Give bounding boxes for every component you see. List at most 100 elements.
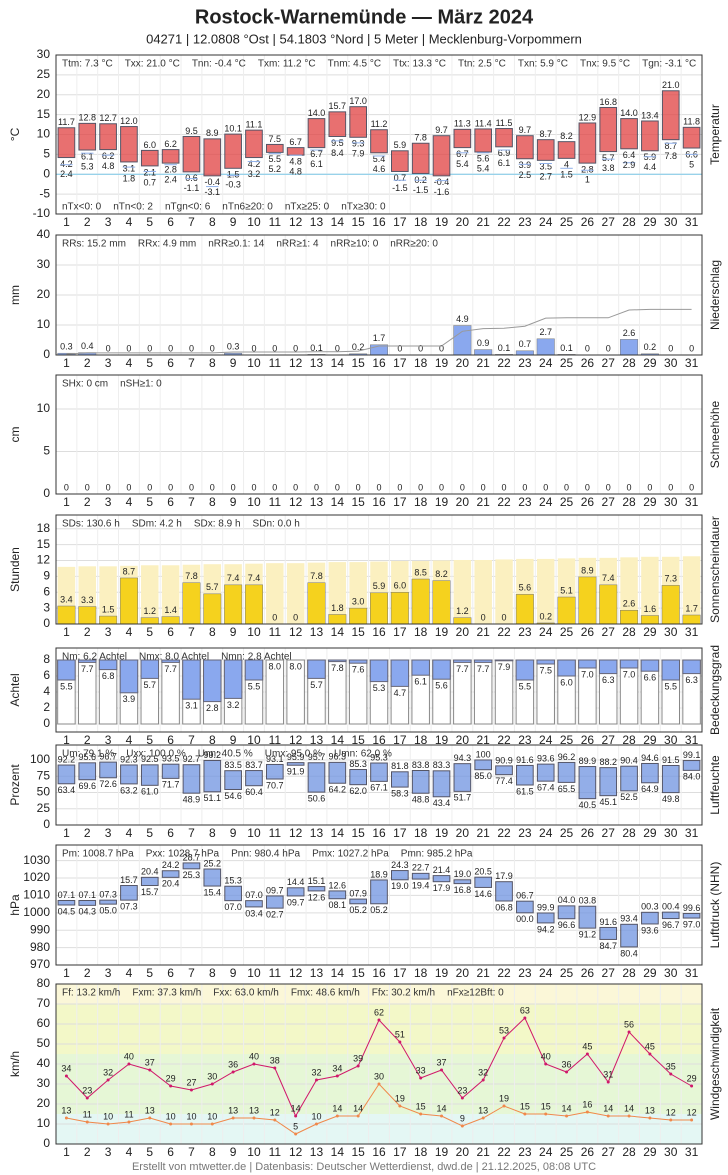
value-label: 7.7 (456, 664, 469, 674)
x-tick-label: 5 (146, 1145, 153, 1159)
value-label: 92.3 (120, 754, 138, 764)
point (189, 1088, 193, 1092)
x-tick-label: 18 (414, 356, 428, 370)
x-tick-label: 16 (372, 826, 386, 840)
value-label: 02.7 (266, 910, 284, 920)
stat: Pmx: 1027.2 hPa (312, 849, 389, 860)
x-tick-label: 7 (188, 966, 195, 980)
x-tick-label: 19 (435, 215, 449, 229)
value-label: 17.9 (433, 883, 451, 893)
value-label: 19 (395, 1093, 405, 1103)
y-tick-label: 9 (43, 569, 50, 583)
value-label: 0.1 (498, 343, 511, 353)
x-tick-label: 19 (435, 356, 449, 370)
x-tick-label: 16 (372, 356, 386, 370)
panel-frame (55, 54, 703, 215)
value-label: 1.2 (144, 606, 157, 616)
x-tick-label: 2 (84, 215, 91, 229)
value-label: 93.6 (641, 925, 659, 935)
x-tick-label: 8 (209, 495, 216, 509)
bar (349, 607, 368, 625)
y-tick-label: 15 (37, 107, 51, 121)
value-label: 9.7 (519, 125, 532, 135)
x-tick-label: 14 (331, 495, 345, 509)
x-tick-label: 26 (581, 826, 595, 840)
point (398, 1040, 402, 1044)
value-label: 17.9 (495, 871, 513, 881)
point (419, 1076, 423, 1080)
value-label: 8.4 (331, 148, 344, 158)
y-tick-label: 80 (37, 976, 51, 990)
value-label: 05.2 (370, 905, 388, 915)
cloud-bar (473, 659, 493, 663)
x-tick-label: 28 (622, 215, 636, 229)
x-tick-label: 1 (63, 1145, 70, 1159)
value-label: 88.2 (599, 757, 617, 767)
value-label: 45.1 (599, 797, 617, 807)
value-label: 96.7 (99, 751, 117, 761)
value-label: 13 (645, 1105, 655, 1115)
value-label: 53 (499, 1025, 509, 1035)
range-bar (661, 764, 680, 794)
value-label: 7.8 (331, 663, 344, 673)
x-tick-label: 26 (581, 966, 595, 980)
value-label: 0 (397, 343, 402, 353)
range-bar (99, 761, 117, 779)
value-label: 1.2 (456, 606, 469, 616)
value-label: 07.1 (78, 890, 96, 900)
value-label: 48.9 (183, 795, 201, 805)
x-tick-label: 3 (105, 625, 112, 639)
x-tick-label: 20 (456, 495, 470, 509)
value-label: 0 (314, 482, 319, 492)
range-bar (182, 862, 201, 870)
cloud-bar (119, 659, 139, 694)
range-bar (453, 879, 472, 885)
value-label: 14.4 (287, 877, 305, 887)
range-bar (265, 895, 284, 909)
x-tick-label: 22 (497, 356, 511, 370)
point (252, 1062, 256, 1066)
value-label: -1.5 (413, 185, 429, 195)
range-bar (182, 135, 201, 173)
value-label: 09.7 (266, 885, 284, 895)
value-label: 91.9 (287, 767, 305, 777)
range-bar (140, 876, 159, 887)
value-label: 94.6 (641, 753, 659, 763)
x-tick-label: 30 (664, 966, 678, 980)
y-tick-label: 30 (37, 257, 51, 271)
x-tick-label: 7 (188, 826, 195, 840)
x-tick-label: 4 (126, 1145, 133, 1159)
value-label: 6.1 (414, 677, 427, 687)
value-label: 16.8 (454, 885, 472, 895)
possible-bar (474, 559, 492, 624)
possible-bar (266, 563, 284, 624)
x-tick-label: 27 (602, 733, 616, 747)
range-bar (641, 120, 659, 152)
value-label: 94.3 (454, 753, 472, 763)
x-tick-label: 9 (230, 495, 237, 509)
value-label: 0 (543, 482, 548, 492)
value-label: 43.4 (433, 798, 451, 808)
point (377, 1082, 381, 1086)
value-label: 7.4 (248, 573, 261, 583)
range-bar (641, 911, 659, 925)
y-tick-label: 990 (30, 922, 50, 936)
value-label: 04.3 (78, 907, 96, 917)
value-label: 3.8 (602, 163, 615, 173)
x-tick-label: 5 (146, 215, 153, 229)
value-label: 0 (85, 482, 90, 492)
value-label: 96.3 (329, 752, 347, 762)
cloud-bar (515, 659, 535, 681)
band (56, 1114, 702, 1144)
x-tick-label: 31 (685, 733, 699, 747)
point (314, 1122, 318, 1126)
x-tick-label: 10 (247, 826, 261, 840)
cloud-bar (348, 659, 368, 664)
x-tick-label: 30 (664, 733, 678, 747)
value-label: 1.5 (227, 170, 240, 180)
value-label: 0 (439, 482, 444, 492)
value-label: 91.2 (579, 930, 597, 940)
x-tick-label: 25 (560, 733, 574, 747)
x-tick-label: 17 (393, 215, 407, 229)
value-label: 07.3 (120, 902, 138, 912)
